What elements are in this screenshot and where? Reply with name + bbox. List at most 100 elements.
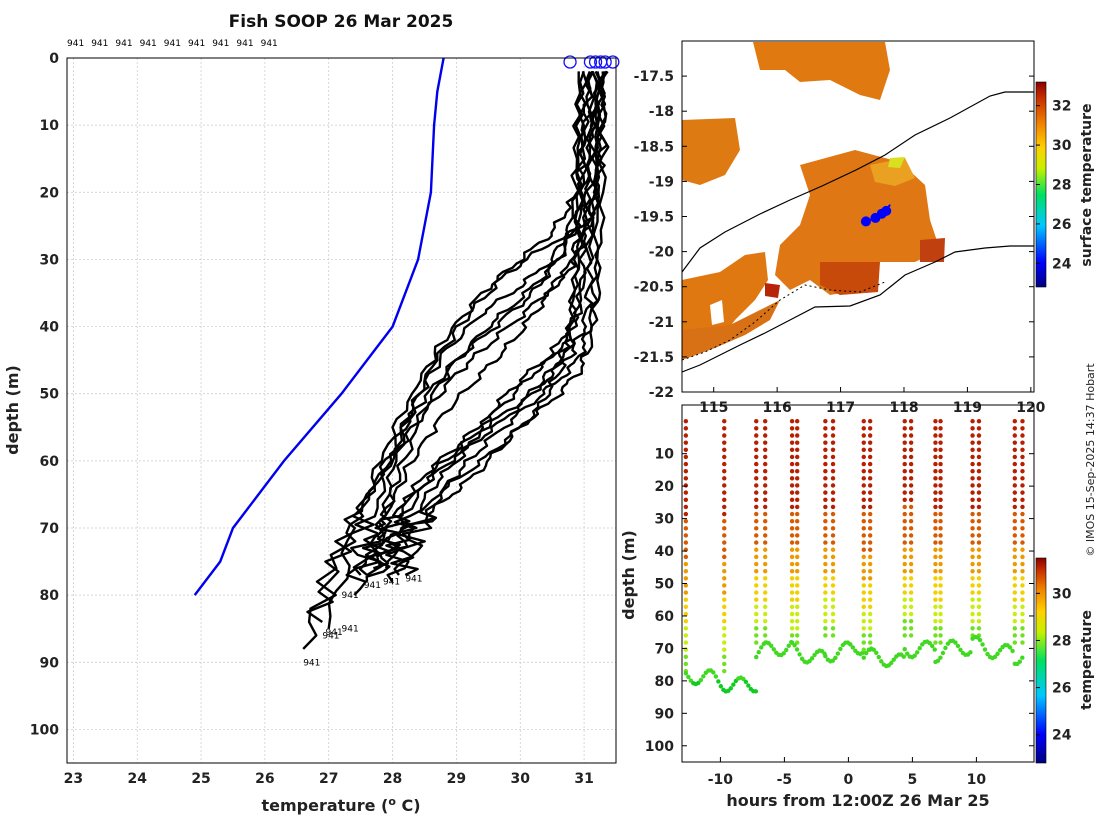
cast-point [830, 511, 836, 517]
cast-point [789, 626, 795, 631]
cast-point [902, 454, 907, 460]
bottom-point [968, 650, 973, 655]
cast-point [933, 547, 938, 552]
cast-point [938, 611, 943, 617]
cast-point [789, 583, 795, 588]
y-tick-label: 10 [40, 118, 60, 134]
cast-point [1020, 440, 1025, 445]
cast-point [970, 419, 975, 424]
map-x-tick-label: 117 [826, 400, 855, 416]
end-label: 941 [405, 574, 422, 584]
bottom-point [992, 654, 998, 659]
cast-point [763, 426, 768, 431]
section-y-tick-label: 10 [655, 447, 675, 463]
cast-point [933, 540, 938, 545]
cast-point [754, 440, 759, 445]
section-casts [683, 419, 1025, 694]
cast-point [1020, 576, 1025, 581]
cast-point [902, 461, 907, 467]
cast-point [902, 547, 907, 552]
cast-point [938, 590, 943, 595]
cast-point [867, 526, 873, 531]
bottom-point [997, 648, 1003, 653]
cast-point [823, 590, 828, 595]
cast-point [683, 426, 689, 431]
cast-point [789, 597, 795, 602]
profile-line [306, 71, 602, 623]
cast-point [789, 604, 795, 610]
cast-point [902, 576, 907, 581]
cast-point [933, 604, 938, 610]
cast-point [830, 533, 836, 538]
cast-point [823, 433, 828, 438]
map-x-tick-label: 116 [763, 400, 792, 416]
cast-point [1020, 504, 1025, 510]
cast-point [763, 461, 768, 467]
cast-point [908, 490, 914, 495]
cast-point [908, 618, 914, 624]
cast-point [823, 440, 828, 445]
bottom-point [746, 683, 751, 688]
cast-point [754, 526, 759, 531]
cast-point [683, 454, 689, 460]
map-y-tick-label: -20 [649, 245, 675, 261]
cast-point [902, 483, 907, 488]
surface-marker [563, 55, 577, 69]
cast-point [795, 490, 800, 495]
bottom-point [930, 643, 935, 649]
cast-point [938, 583, 943, 588]
cast-point [795, 518, 800, 524]
x-tick-label: 28 [383, 771, 402, 787]
cast-point [754, 447, 759, 452]
y-tick-label: 60 [40, 454, 60, 470]
cast-point [830, 426, 836, 431]
cast-point [867, 426, 873, 431]
temperature-colorbar-ticks: 24 26 28 30 [1036, 586, 1072, 744]
cast-point [933, 583, 938, 588]
map-y-tick-label: -17.5 [634, 69, 674, 85]
cast-point [908, 533, 914, 538]
cast-point [970, 561, 975, 567]
cast-point [683, 476, 689, 481]
cast-point [938, 568, 943, 574]
cast-point [908, 504, 914, 510]
coast-islands [682, 281, 886, 361]
cast-point [795, 611, 800, 617]
cast-point [867, 511, 873, 517]
cast-point [908, 597, 914, 602]
cast-point [722, 640, 727, 645]
cast-point [683, 419, 689, 424]
cast-point [823, 583, 828, 588]
map-y-tick-label: -19 [649, 174, 674, 190]
cast-point [754, 518, 759, 524]
cast-point [1012, 640, 1017, 645]
cast-point [976, 511, 982, 517]
map-y-tick-label: -20.5 [634, 280, 674, 296]
cast-point [795, 576, 800, 581]
cast-point [1012, 454, 1017, 460]
cast-point [902, 511, 907, 517]
cast-point [902, 554, 907, 560]
profile-line [365, 71, 610, 582]
cast-point [902, 433, 907, 438]
cast-point [970, 469, 975, 474]
y-tick-label: 70 [40, 521, 60, 537]
top-label: 941 [261, 39, 278, 49]
cast-point [938, 461, 943, 467]
cast-point [795, 469, 800, 474]
cast-point [795, 597, 800, 602]
cast-point [861, 611, 866, 617]
section-y-tick-label: 60 [655, 609, 675, 625]
cast-point [722, 540, 727, 545]
cast-point [795, 561, 800, 567]
cast-point [763, 547, 768, 552]
cast-point [722, 611, 727, 617]
cast-point [861, 454, 866, 460]
section-x-label: hours from 12:00Z 26 Mar 25 [726, 791, 989, 810]
sst-colorbar-tick-label: 28 [1052, 178, 1071, 194]
end-label: 941 [383, 578, 400, 588]
cast-point [938, 476, 943, 481]
cast-point [823, 554, 828, 560]
cast-point [722, 561, 727, 567]
cast-point [823, 626, 828, 631]
